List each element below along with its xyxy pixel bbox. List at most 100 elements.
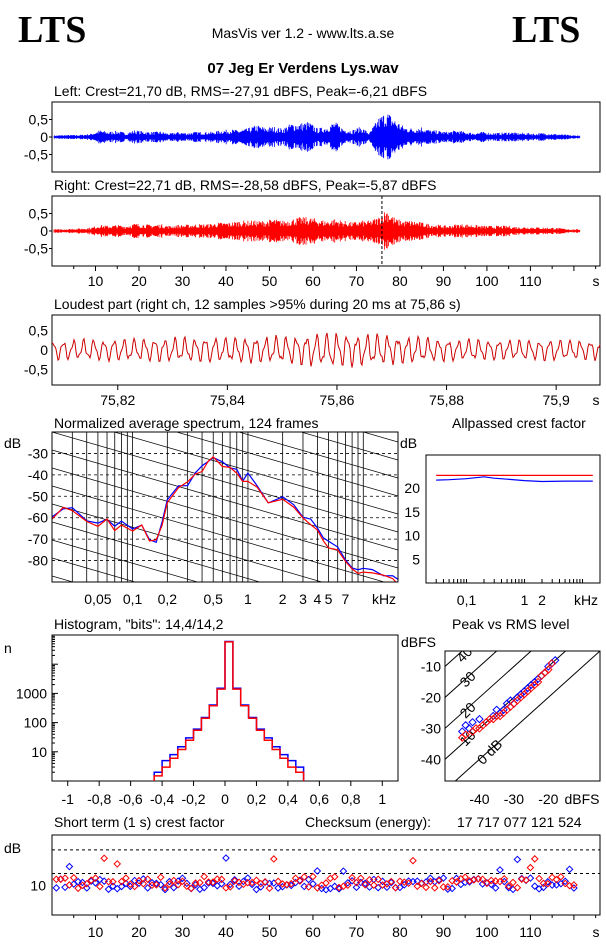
- crest-point-right: [535, 874, 543, 883]
- crest-point-right: [300, 873, 309, 881]
- plot-frame: [51, 834, 601, 916]
- allpass-x-unit: kHz: [574, 592, 598, 608]
- crest-point-right: [513, 883, 522, 892]
- crest-point-right: [226, 883, 235, 891]
- diagonal-label: 30: [456, 668, 478, 690]
- right-xtick-label: 40: [218, 273, 234, 289]
- crest-point-right: [322, 879, 330, 887]
- crest-point-left: [530, 882, 539, 890]
- crest-point-right: [509, 878, 517, 887]
- crest-point-right: [304, 883, 313, 891]
- slope-line: [175, 432, 398, 497]
- crest-point-right: [504, 882, 513, 890]
- histogram-panel: Histogram, "bits": 14,4/14,2n100010010-1…: [4, 616, 399, 807]
- loudest-x-unit: s: [593, 392, 600, 408]
- crest-short-title: Short term (1 s) crest factor: [54, 814, 225, 830]
- crest-point-right: [461, 873, 469, 882]
- crest-point-left: [169, 883, 178, 892]
- crest-short-xtick-label: 50: [262, 924, 278, 940]
- allpass-ytick-label: 10: [404, 528, 420, 544]
- crest-point-right: [113, 860, 122, 868]
- crest-point-right: [269, 855, 278, 863]
- peak-rms-ytick-label: -10: [421, 658, 441, 674]
- crest-point-right: [213, 875, 222, 883]
- spectrum-ylabel: dB: [4, 435, 21, 451]
- crest-point-right: [161, 884, 169, 892]
- histogram-line-left: [153, 640, 305, 781]
- file-name: 07 Jeg Er Verdens Lys.wav: [207, 60, 399, 77]
- right-waveform: [53, 212, 581, 250]
- spectrum-xtick-label: 4: [313, 591, 321, 607]
- crest-point-right: [148, 881, 156, 890]
- spectrum-ytick-label: -40: [28, 467, 48, 483]
- spectrum-xtick-label: 0,1: [123, 591, 143, 607]
- crest-diagonal: [445, 651, 532, 730]
- crest-point-right: [204, 878, 213, 886]
- allpass-line-left: [436, 476, 593, 483]
- crest-short-xtick-label: 40: [218, 924, 234, 940]
- slope-line: [52, 485, 386, 582]
- peak-rms-ytick-label: -40: [421, 751, 441, 767]
- crest-point-right: [374, 875, 383, 884]
- peak-rms-xtick-label: -20: [538, 791, 558, 807]
- crest-point-right: [343, 881, 352, 890]
- right-xtick-label: 50: [262, 273, 278, 289]
- right-title: Right: Crest=22,71 dB, RMS=-28,58 dBFS, …: [54, 177, 436, 193]
- crest-point-left: [222, 854, 230, 862]
- lts-logo-left: LTS: [18, 9, 87, 51]
- spectrum-xtick-label: 3: [299, 591, 307, 607]
- right-ytick-label: -0,5: [24, 241, 48, 257]
- right-xtick-label: 60: [305, 273, 321, 289]
- right-xtick-label: 30: [175, 273, 191, 289]
- allpass-panel: Allpassed crest factor dB 20 15 10 5 0,1 1 2 kHz: [400, 415, 601, 608]
- crest-point-left: [156, 880, 165, 889]
- crest-point-right: [291, 874, 300, 883]
- peak-rms-title: Peak vs RMS level: [452, 616, 569, 632]
- crest-point-right: [330, 872, 339, 881]
- crest-point-right: [296, 877, 304, 885]
- right-xtick-label: 70: [349, 273, 365, 289]
- crest-point-right: [191, 879, 200, 887]
- spectrum-xtick-label: 0,5: [203, 591, 223, 607]
- crest-point-right: [139, 879, 148, 888]
- crest-point-left: [217, 879, 226, 888]
- crest-point-right: [478, 875, 487, 884]
- right-x-unit: s: [593, 273, 600, 289]
- scatter-point-left: [468, 717, 477, 727]
- crest-point-right: [361, 880, 369, 889]
- allpass-ylabel: dB: [400, 435, 417, 451]
- histogram-ytick-label: 1000: [16, 685, 47, 701]
- crest-point-left: [309, 880, 317, 888]
- spectrum-xtick-label: 5: [325, 591, 333, 607]
- crest-point-right: [522, 876, 530, 884]
- crest-short-xtick-label: 30: [175, 924, 191, 940]
- crest-point-left: [491, 884, 500, 892]
- scatter-point-right: [533, 677, 543, 687]
- slope-line: [52, 306, 398, 406]
- crest-short-xtick-label: 60: [305, 924, 321, 940]
- peak-rms-ytick-label: -30: [421, 720, 441, 736]
- loudest-ytick-label: 0,5: [29, 323, 49, 339]
- crest-point-right: [430, 884, 439, 892]
- crest-point-right: [435, 876, 443, 885]
- crest-point-right: [500, 874, 509, 883]
- crest-point-right: [313, 884, 322, 892]
- spectrum-xtick-label: 0,05: [84, 591, 111, 607]
- crest-point-left: [200, 883, 209, 892]
- crest-point-left: [130, 876, 139, 885]
- crest-point-left: [561, 877, 570, 886]
- crest-point-right: [65, 881, 74, 889]
- spectrum-xtick-label: 2: [279, 591, 287, 607]
- crest-point-left: [91, 879, 100, 887]
- diagonal-label: 20: [456, 699, 478, 721]
- crest-point-left: [117, 882, 126, 891]
- crest-point-right: [174, 880, 182, 889]
- crest-point-right: [422, 883, 430, 892]
- slope-line: [299, 432, 398, 461]
- crest-point-left: [361, 879, 369, 888]
- checksum-label: Checksum (energy):: [305, 814, 431, 830]
- spectrum-line-right: [52, 455, 397, 582]
- histogram-ytick-label: 10: [31, 744, 47, 760]
- peak-rms-ylabel: dBFS: [401, 634, 436, 650]
- crest-point-right: [274, 877, 282, 886]
